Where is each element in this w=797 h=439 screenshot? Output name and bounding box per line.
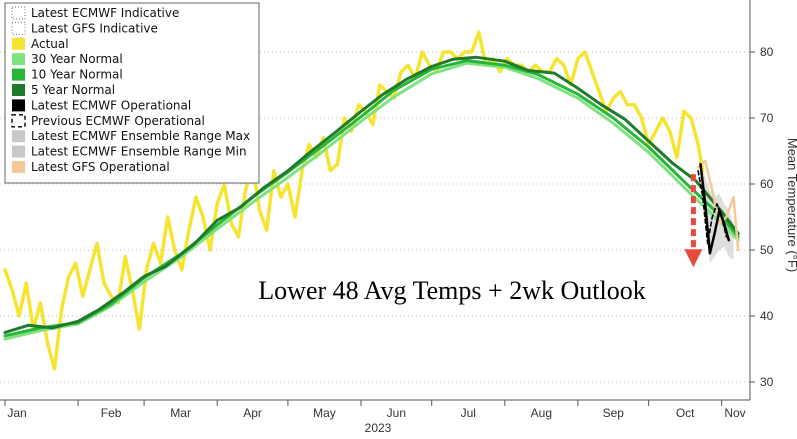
- arrow-head: [684, 249, 703, 268]
- series-lines: [3, 30, 740, 371]
- x-tick-label: May: [313, 406, 336, 420]
- y-axis-label: Mean Temperature (°F): [785, 138, 797, 272]
- legend-swatch: [12, 130, 25, 143]
- x-tick-label: Oct: [676, 406, 695, 420]
- y-tick-label: 80: [760, 45, 774, 59]
- legend-label: Latest GFS Indicative: [31, 21, 158, 35]
- legend-label: Latest ECMWF Indicative: [31, 6, 179, 20]
- x-tick-label: Sep: [603, 406, 625, 420]
- legend-label: 30 Year Normal: [31, 52, 123, 66]
- legend-swatch: [12, 145, 25, 158]
- x-tick-label: Jun: [387, 406, 406, 420]
- series-line-ecmwf_op: [699, 162, 731, 255]
- y-tick-label: 40: [760, 309, 774, 323]
- legend-label: Actual: [31, 37, 69, 51]
- x-tick-label: Mar: [170, 406, 191, 420]
- legend-swatch: [12, 161, 25, 173]
- x-tick-label: Jul: [461, 406, 476, 420]
- x-tick-label: Apr: [243, 406, 262, 420]
- legend-label: Latest ECMWF Ensemble Range Min: [31, 145, 247, 159]
- series-line-gfs_op: [696, 159, 740, 252]
- downward-arrow: [684, 174, 703, 268]
- x-axis: Jan Feb Mar Apr May Jun Jul Aug Sep Oct Nov: [0, 399, 750, 420]
- x-tick-label: Feb: [101, 406, 122, 420]
- chart-annotation: Lower 48 Avg Temps + 2wk Outlook: [258, 276, 645, 305]
- legend-swatch: [11, 6, 26, 20]
- legend-swatch: [12, 84, 25, 96]
- legend-swatch: [12, 99, 25, 112]
- legend-label: 5 Year Normal: [31, 83, 115, 97]
- y-tick-label: 50: [760, 243, 774, 257]
- x-tick-label: Nov: [724, 406, 745, 420]
- y-tick-label: 60: [760, 177, 774, 191]
- legend-swatch: [12, 37, 25, 50]
- series-line-normal30: [3, 61, 740, 341]
- legend-label: Previous ECMWF Operational: [31, 114, 205, 128]
- legend-label: Latest GFS Operational: [31, 160, 170, 174]
- legend-label: Latest ECMWF Operational: [31, 98, 191, 112]
- y-tick-label: 70: [760, 111, 774, 125]
- legend-swatch: [12, 68, 25, 81]
- legend-swatch: [12, 53, 25, 66]
- series-line-normal5: [3, 55, 740, 334]
- legend-label: Latest ECMWF Ensemble Range Max: [31, 129, 250, 143]
- y-axis: 30 40 50 60 70 80: [749, 0, 774, 400]
- y-tick-label: 30: [760, 375, 774, 389]
- x-axis-year-label: 2023: [365, 421, 392, 435]
- legend-swatch: [11, 114, 26, 128]
- legend-label: 10 Year Normal: [31, 68, 123, 82]
- legend-swatch: [11, 21, 26, 35]
- x-tick-label: Aug: [531, 406, 552, 420]
- legend-box: [4, 2, 260, 184]
- x-tick-label: Jan: [7, 406, 26, 420]
